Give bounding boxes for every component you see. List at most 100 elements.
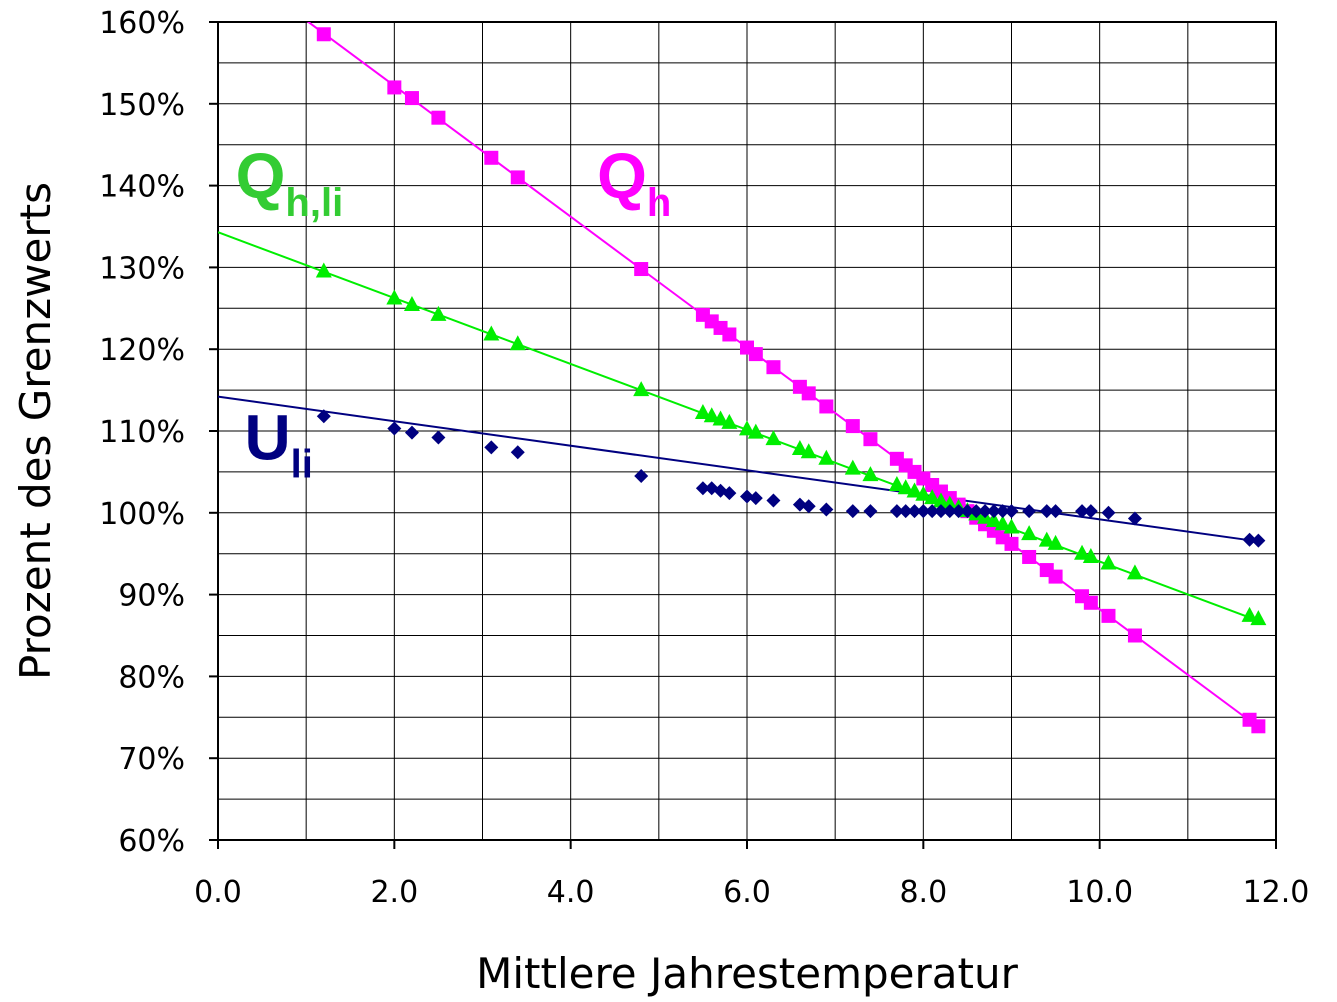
point-uli: [819, 502, 834, 517]
point-uli: [1048, 504, 1063, 519]
point-uli: [801, 499, 816, 514]
point-qhli: [721, 413, 738, 429]
point-uli: [510, 445, 525, 460]
y-tick-label: 120%: [99, 333, 185, 368]
point-qh: [1022, 549, 1037, 564]
point-uli: [969, 504, 984, 519]
x-axis-title: Mittlere Jahrestemperatur: [476, 949, 1019, 998]
axes: 0.0 2.0 4.0 6.0 8.0 10.0 12.0 60% 70% 80% 90% 100% 1…: [99, 6, 1309, 910]
point-qh: [316, 27, 331, 42]
point-qhli: [915, 485, 932, 501]
point-qhli: [1250, 610, 1267, 626]
point-uli: [942, 504, 957, 519]
point-qhli: [1126, 564, 1143, 580]
point-uli: [316, 409, 331, 424]
point-qhli: [703, 407, 720, 423]
x-tick-label: 2.0: [370, 875, 418, 910]
point-qh: [1251, 719, 1266, 734]
point-qhli: [712, 410, 729, 426]
series-label-sub: h,li: [285, 181, 343, 225]
x-tick-label: 0.0: [194, 875, 242, 910]
y-tick-label: 90%: [118, 579, 185, 614]
point-qhli: [483, 325, 500, 341]
x-tick-label: 6.0: [723, 875, 771, 910]
series-label-sub: h: [647, 181, 671, 225]
point-uli: [916, 504, 931, 519]
y-tick-label: 70%: [118, 742, 185, 777]
point-qhli: [430, 305, 447, 321]
point-uli: [951, 504, 966, 519]
y-tick-label: 60%: [118, 824, 185, 859]
point-qhli: [818, 449, 835, 465]
point-qhli: [1100, 554, 1117, 570]
series-label-qh: Qh: [597, 140, 671, 225]
point-qhli: [386, 289, 403, 305]
point-uli: [695, 481, 710, 496]
y-tick-label: 150%: [99, 88, 185, 123]
point-qhli: [1003, 518, 1020, 534]
point-uli: [1242, 532, 1257, 547]
point-qhli: [985, 511, 1002, 527]
point-qh: [819, 399, 834, 414]
point-qhli: [1047, 534, 1064, 550]
point-qh: [1004, 536, 1019, 551]
point-uli: [634, 468, 649, 483]
point-qhli: [888, 475, 905, 491]
point-uli: [740, 489, 754, 504]
point-uli: [1039, 504, 1054, 519]
series-label-qhli: Qh,li: [236, 140, 344, 225]
series-label-main: U: [244, 402, 290, 474]
point-uli: [925, 504, 940, 519]
point-uli: [722, 486, 737, 501]
point-uli: [1101, 505, 1116, 520]
point-qh: [748, 347, 763, 362]
point-uli: [748, 491, 763, 506]
x-tick-label: 8.0: [899, 875, 947, 910]
point-qh: [863, 432, 878, 447]
point-uli: [1075, 504, 1090, 519]
x-tick-label: 12.0: [1243, 875, 1310, 910]
point-qhli: [906, 482, 923, 498]
point-qhli: [844, 459, 861, 475]
point-uli: [1004, 504, 1019, 519]
point-uli: [1251, 533, 1266, 548]
point-uli: [907, 504, 922, 519]
point-uli: [933, 504, 948, 519]
point-qh: [722, 327, 737, 342]
point-qhli: [897, 479, 914, 495]
point-qhli: [747, 423, 764, 439]
point-qh: [404, 91, 419, 106]
point-qh: [484, 150, 499, 165]
y-tick-label: 130%: [99, 251, 185, 286]
point-qhli: [509, 335, 526, 351]
point-uli: [1083, 504, 1098, 519]
point-uli: [995, 504, 1010, 519]
series-label-main: Q: [597, 140, 647, 212]
point-qhli: [994, 515, 1011, 531]
y-tick-label: 160%: [99, 6, 185, 41]
point-qh: [1127, 628, 1142, 643]
y-tick-label: 140%: [99, 170, 185, 205]
point-qh: [1048, 569, 1063, 584]
y-tick-label: 110%: [99, 415, 185, 450]
point-qhli: [633, 381, 650, 397]
point-qhli: [862, 466, 879, 482]
y-tick-label: 80%: [118, 660, 185, 695]
point-qhli: [1241, 606, 1258, 622]
point-qhli: [403, 296, 420, 312]
x-tick-label: 10.0: [1066, 875, 1133, 910]
point-qhli: [791, 439, 808, 455]
point-qhli: [1021, 525, 1038, 541]
point-qhli: [932, 492, 949, 508]
series-label-main: Q: [236, 140, 286, 212]
point-qhli: [1074, 544, 1091, 560]
point-qhli: [765, 430, 782, 446]
point-uli: [387, 421, 402, 436]
point-qhli: [924, 489, 941, 505]
point-qhli: [1038, 531, 1055, 547]
y-tick-label: 100%: [99, 497, 185, 532]
point-uli: [792, 497, 807, 512]
point-uli: [1127, 511, 1142, 526]
